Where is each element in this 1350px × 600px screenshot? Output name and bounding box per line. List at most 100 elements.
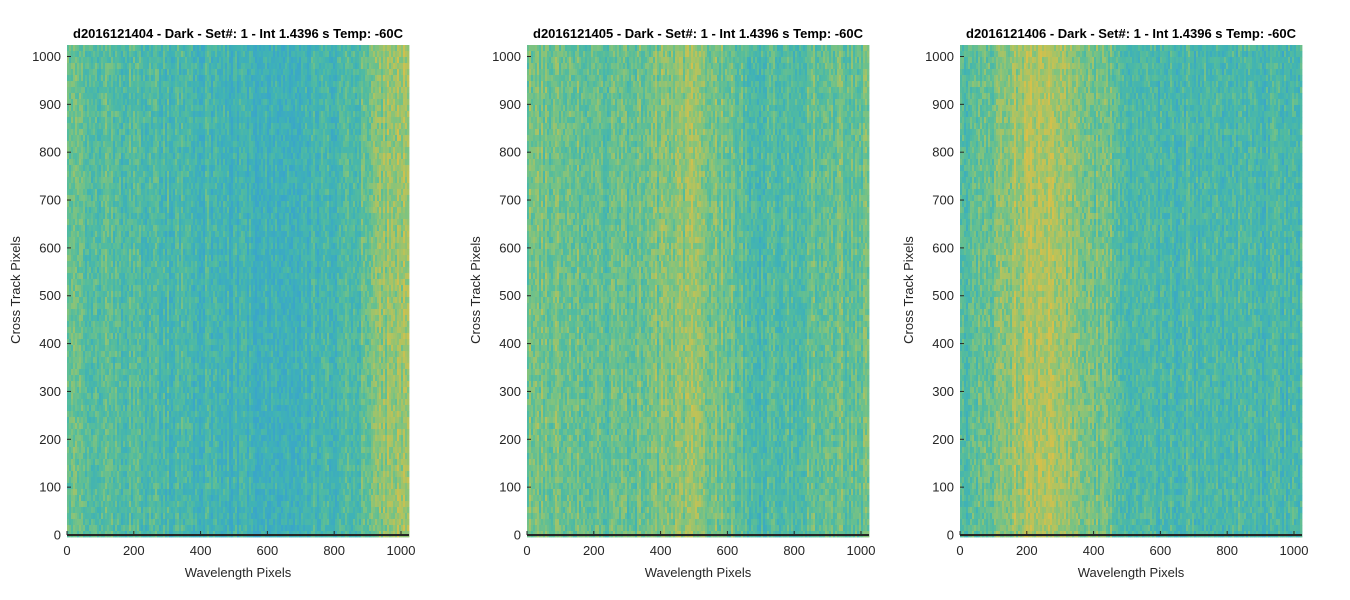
heatmap-cell xyxy=(83,237,86,244)
heatmap-cell xyxy=(89,357,92,364)
heatmap-cell xyxy=(107,63,110,70)
heatmap-cell xyxy=(95,375,98,382)
heatmap-cell xyxy=(81,279,84,286)
heatmap-cell xyxy=(81,447,84,454)
heatmap-cell xyxy=(107,315,110,322)
heatmap-cell xyxy=(75,111,78,118)
heatmap-cell xyxy=(81,411,84,418)
heatmap-cell xyxy=(97,399,100,406)
heatmap-cell xyxy=(89,429,92,436)
heatmap-cell xyxy=(93,405,96,412)
heatmap-cell xyxy=(87,135,90,142)
heatmap-cell xyxy=(103,159,106,166)
heatmap-cell xyxy=(69,135,72,142)
heatmap-cell xyxy=(97,297,100,304)
heatmap-cell xyxy=(93,129,96,136)
heatmap-cell xyxy=(69,381,72,388)
heatmap-cell xyxy=(99,363,102,370)
heatmap-cell xyxy=(95,267,98,274)
heatmap-cell xyxy=(81,489,84,496)
heatmap-cell xyxy=(107,75,110,82)
heatmap-cell xyxy=(77,111,80,118)
heatmap-cell xyxy=(69,321,72,328)
heatmap-cell xyxy=(87,303,90,310)
heatmap-cell xyxy=(101,195,104,202)
heatmap-cell xyxy=(69,411,72,418)
heatmap-cell xyxy=(73,375,76,382)
heatmap-cell xyxy=(83,147,86,154)
heatmap-cell xyxy=(93,441,96,448)
heatmap-cell xyxy=(91,117,94,124)
heatmap-cell xyxy=(105,99,108,106)
heatmap-cell xyxy=(69,243,72,250)
heatmap-cell xyxy=(71,117,74,124)
heatmap-cell xyxy=(101,117,104,124)
heatmap-cell xyxy=(107,153,110,160)
heatmap-cell xyxy=(107,129,110,136)
heatmap-cell xyxy=(73,291,76,298)
heatmap-cell xyxy=(89,489,92,496)
heatmap-cell xyxy=(81,459,84,466)
heatmap-cell xyxy=(71,369,74,376)
heatmap-cell xyxy=(77,381,80,388)
heatmap-cell xyxy=(103,75,106,82)
heatmap-cell xyxy=(85,201,88,208)
heatmap-cell xyxy=(79,483,82,490)
heatmap-cell xyxy=(97,495,100,502)
heatmap-cell xyxy=(71,519,74,526)
heatmap-cell xyxy=(85,435,88,442)
heatmap-cell xyxy=(105,399,108,406)
heatmap-cell xyxy=(83,309,86,316)
heatmap-cell xyxy=(103,249,106,256)
heatmap-cell xyxy=(81,441,84,448)
heatmap-cell xyxy=(67,195,70,202)
heatmap-cell xyxy=(101,225,104,232)
heatmap-cell xyxy=(93,519,96,526)
heatmap-cell xyxy=(83,405,86,412)
heatmap-cell xyxy=(89,225,92,232)
heatmap-cell xyxy=(75,201,78,208)
heatmap-cell xyxy=(113,267,116,274)
heatmap-cell xyxy=(67,267,70,274)
heatmap-cell xyxy=(71,495,74,502)
heatmap-cell xyxy=(91,477,94,484)
heatmap-cell xyxy=(97,315,100,322)
heatmap-cell xyxy=(73,525,76,532)
heatmap-cell xyxy=(83,75,86,82)
heatmap-cell xyxy=(87,381,90,388)
heatmap-cell xyxy=(93,147,96,154)
heatmap-cell xyxy=(113,51,116,58)
heatmap-cell xyxy=(79,135,82,142)
heatmap-cell xyxy=(105,351,108,358)
heatmap-cell xyxy=(67,375,70,382)
heatmap-cell xyxy=(93,111,96,118)
heatmap-cell xyxy=(99,357,102,364)
heatmap-cell xyxy=(113,441,116,448)
heatmap-cell xyxy=(67,105,70,112)
heatmap-cell xyxy=(113,69,116,76)
heatmap-cell xyxy=(85,45,88,52)
heatmap-cell xyxy=(97,105,100,112)
heatmap-cell xyxy=(105,489,108,496)
heatmap-cell xyxy=(73,411,76,418)
heatmap-cell xyxy=(103,363,106,370)
heatmap-cell xyxy=(105,267,108,274)
heatmap-cell xyxy=(107,369,110,376)
heatmap-cell xyxy=(73,351,76,358)
heatmap-cell xyxy=(103,525,106,532)
heatmap-cell xyxy=(81,213,84,220)
heatmap-cell xyxy=(73,495,76,502)
heatmap-cell xyxy=(99,45,102,52)
heatmap-cell xyxy=(71,255,74,262)
heatmap-cell xyxy=(89,471,92,478)
heatmap-cell xyxy=(73,183,76,190)
heatmap-cell xyxy=(89,321,92,328)
heatmap-cell xyxy=(111,279,114,286)
heatmap-cell xyxy=(107,177,110,184)
heatmap-cell xyxy=(79,213,82,220)
heatmap-cell xyxy=(103,453,106,460)
heatmap-cell xyxy=(93,357,96,364)
heatmap-cell xyxy=(83,255,86,262)
heatmap-cell xyxy=(69,225,72,232)
heatmap-cell xyxy=(109,435,112,442)
